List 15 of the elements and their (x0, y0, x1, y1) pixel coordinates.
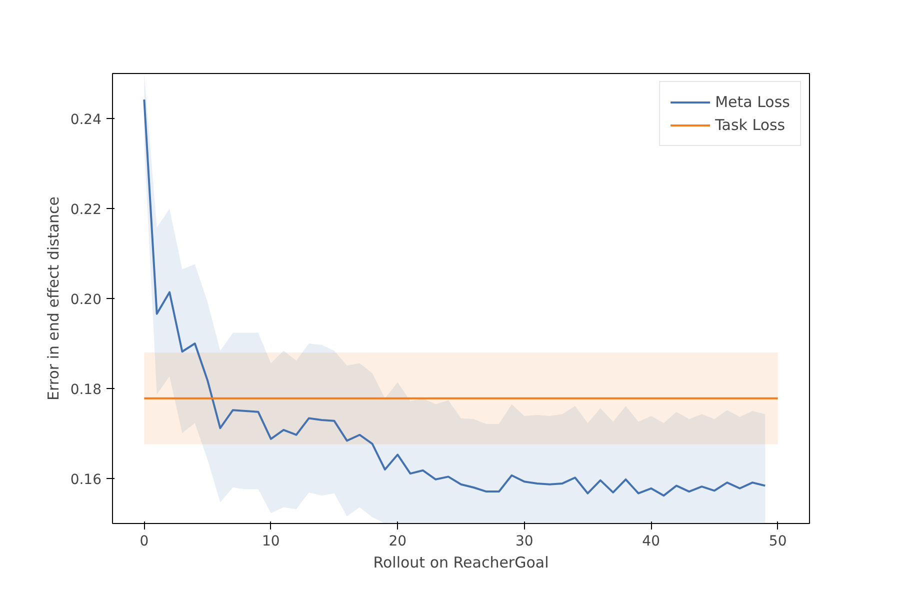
y-tick-label: 0.16 (70, 472, 102, 488)
y-tick-label: 0.24 (70, 112, 102, 128)
y-tick-label: 0.22 (70, 202, 102, 218)
x-tick-label: 50 (768, 534, 787, 550)
x-tick-label: 30 (515, 534, 534, 550)
y-axis-title: Error in end effect distance (44, 196, 62, 401)
x-axis-title: Rollout on ReacherGoal (373, 554, 549, 572)
x-tick-label: 40 (642, 534, 660, 550)
y-tick-label: 0.20 (70, 292, 102, 308)
y-tick-label: 0.18 (70, 382, 102, 398)
x-tick-label: 0 (140, 534, 149, 550)
legend-label: Meta Loss (715, 93, 790, 111)
legend-label: Task Loss (715, 116, 786, 134)
x-tick-label: 10 (262, 534, 280, 550)
x-tick-label: 20 (388, 534, 407, 550)
